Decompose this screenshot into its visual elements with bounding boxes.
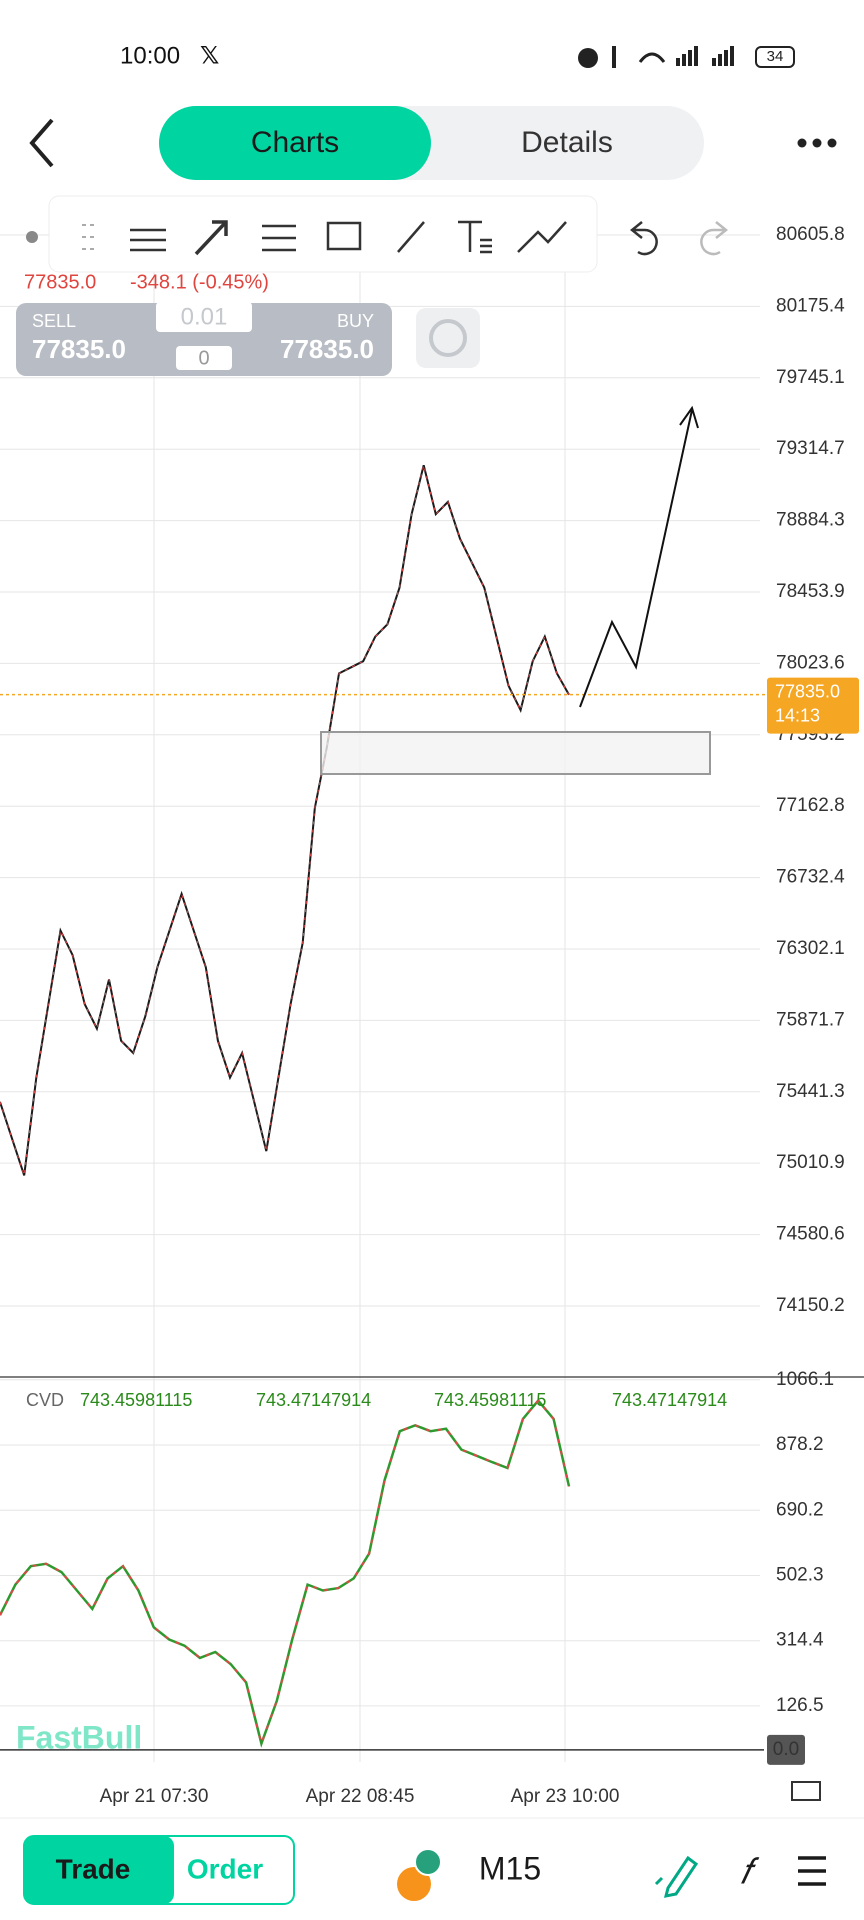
y-tick-label: 76302.1 (776, 938, 845, 959)
last-price: 77835.0 (24, 271, 96, 293)
trade-button[interactable]: Trade (56, 1853, 131, 1884)
y-tick-label: 314.4 (776, 1630, 824, 1651)
x-tick-label: Apr 23 10:00 (511, 1786, 620, 1807)
y-tick-label: 78453.9 (776, 581, 845, 602)
spread: 0 (198, 347, 209, 369)
y-tick-label: 1066.1 (776, 1369, 834, 1390)
buy-price[interactable]: 77835.0 (280, 334, 374, 364)
cvd-line (0, 1398, 571, 1748)
y-tick-label: 75871.7 (776, 1009, 845, 1030)
y-tick-label: 690.2 (776, 1499, 824, 1520)
trade-active[interactable] (24, 1836, 174, 1904)
indicator-button[interactable]: 𝑓 (740, 1851, 760, 1892)
current-price-box (767, 677, 859, 734)
layout-icon[interactable] (791, 1781, 821, 1801)
cvd-reading: 743.47147914 (256, 1390, 371, 1410)
sell-price[interactable]: 77835.0 (32, 334, 126, 364)
watermark: FastBull (16, 1719, 142, 1755)
x-tick-label: Apr 21 07:30 (100, 1786, 209, 1807)
zero-label-box (767, 1734, 805, 1765)
y-tick-label: 78023.6 (776, 652, 845, 673)
y-tick-label: 75441.3 (776, 1081, 845, 1102)
tab[interactable]: Charts (251, 126, 339, 159)
y-tick-label: 78884.3 (776, 510, 845, 531)
dot (26, 231, 38, 243)
order-button[interactable]: Order (187, 1853, 263, 1884)
y-tick-label: 80175.4 (776, 295, 845, 316)
spread-box (176, 346, 232, 370)
price-line (0, 464, 570, 1176)
y-tick-label: 0.0 (773, 1739, 799, 1760)
x-icon: 𝕏 (200, 42, 219, 69)
cvd-line-red (0, 1399, 570, 1748)
trade-box (16, 303, 392, 376)
time-grid (153, 196, 566, 1762)
status-time: 10:00 (120, 42, 180, 69)
y-tick-label: 74150.2 (776, 1295, 845, 1316)
btc-icon (397, 1867, 431, 1901)
cvd-reading: 743.47147914 (612, 1390, 727, 1410)
y-tick-label: 878.2 (776, 1434, 824, 1455)
x-tick-label: Apr 22 08:45 (306, 1786, 415, 1807)
y-tick-label: 126.5 (776, 1695, 824, 1716)
draw-tool-button[interactable] (654, 1855, 699, 1898)
back-button[interactable] (29, 118, 54, 168)
y-tick-label: 80605.8 (776, 224, 845, 245)
usdt-icon (414, 1848, 442, 1876)
y-tick-label: 74580.6 (776, 1224, 845, 1245)
refresh-button[interactable] (416, 308, 480, 368)
cvd-reading: 743.45981115 (80, 1390, 192, 1410)
sell-label: SELL (32, 311, 76, 331)
projection-arrow (579, 405, 699, 708)
drawing-toolbar (48, 195, 598, 273)
tool-icons[interactable] (82, 220, 729, 256)
tab[interactable]: Details (521, 126, 613, 159)
lot-input[interactable] (156, 302, 252, 332)
countdown: 14:13 (775, 705, 820, 725)
current-price-label: 77835.0 (775, 681, 840, 701)
timeframe[interactable]: M15 (479, 1850, 541, 1886)
y-tick-label: 76732.4 (776, 867, 845, 888)
price-layer: 80605.8 80175.4 79745.1 79314.7 78884.3 78453… (0, 224, 864, 1807)
status-icons (578, 46, 795, 68)
battery: 34 (767, 48, 784, 65)
y-tick-label: 79745.1 (776, 367, 845, 388)
tab-active[interactable] (159, 106, 431, 180)
buy-label: BUY (337, 311, 374, 331)
refresh-icon (429, 319, 467, 357)
cvd-reading: 743.45981115 (434, 1390, 546, 1410)
y-tick-label: 79314.7 (776, 438, 845, 459)
y-tick-label: 502.3 (776, 1564, 824, 1585)
y-tick-label: 77162.8 (776, 795, 845, 816)
price-change: -348.1 (-0.45%) (130, 271, 269, 293)
lot: 0.01 (181, 303, 228, 330)
y-tick-label: 75010.9 (776, 1152, 845, 1173)
more-button[interactable] (797, 138, 837, 148)
zone-box (320, 731, 711, 775)
menu-button[interactable] (798, 1856, 826, 1886)
price-line-shadow (0, 465, 570, 1176)
cvd-name: CVD (26, 1390, 64, 1410)
